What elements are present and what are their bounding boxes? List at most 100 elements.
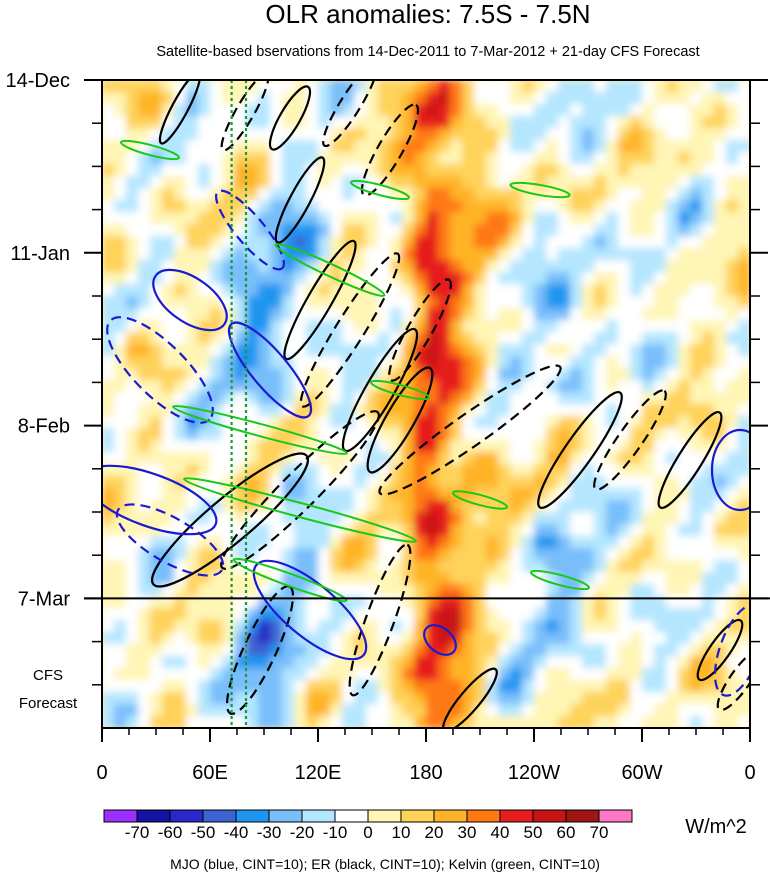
anomaly-cell: [474, 704, 487, 717]
anomaly-cell: [462, 272, 475, 285]
anomaly-cell: [306, 668, 319, 681]
anomaly-cell: [702, 632, 715, 645]
anomaly-cell: [342, 128, 355, 141]
anomaly-cell: [378, 308, 391, 321]
anomaly-cell: [702, 656, 715, 669]
anomaly-cell: [666, 308, 679, 321]
anomaly-cell: [450, 356, 463, 369]
anomaly-cell: [474, 380, 487, 393]
anomaly-cell: [414, 464, 427, 477]
anomaly-cell: [546, 512, 559, 525]
anomaly-cell: [738, 716, 750, 728]
anomaly-cell: [330, 632, 343, 645]
anomaly-cell: [462, 464, 475, 477]
anomaly-cell: [102, 92, 115, 105]
anomaly-cell: [378, 572, 391, 585]
anomaly-cell: [690, 368, 703, 381]
anomaly-cell: [498, 272, 511, 285]
anomaly-cell: [318, 116, 331, 129]
anomaly-cell: [594, 104, 607, 117]
anomaly-cell: [114, 500, 127, 513]
anomaly-cell: [558, 656, 571, 669]
anomaly-cell: [666, 116, 679, 129]
anomaly-cell: [390, 440, 403, 453]
anomaly-cell: [594, 416, 607, 429]
anomaly-cell: [198, 116, 211, 129]
anomaly-cell: [618, 512, 631, 525]
anomaly-cell: [198, 260, 211, 273]
anomaly-cell: [558, 320, 571, 333]
anomaly-cell: [486, 716, 499, 728]
anomaly-cell: [654, 188, 667, 201]
anomaly-cell: [474, 164, 487, 177]
anomaly-cell: [450, 344, 463, 357]
anomaly-cell: [630, 668, 643, 681]
anomaly-cell: [486, 296, 499, 309]
anomaly-cell: [366, 704, 379, 717]
anomaly-cell: [450, 284, 463, 297]
anomaly-cell: [510, 464, 523, 477]
anomaly-cell: [282, 668, 295, 681]
anomaly-cell: [114, 476, 127, 489]
anomaly-cell: [582, 500, 595, 513]
anomaly-cell: [462, 104, 475, 117]
anomaly-cell: [630, 512, 643, 525]
anomaly-cell: [426, 92, 439, 105]
anomaly-cell: [498, 536, 511, 549]
colorbar-label: 10: [392, 823, 411, 842]
anomaly-cell: [210, 524, 223, 537]
anomaly-cell: [246, 452, 259, 465]
anomaly-cell: [618, 356, 631, 369]
anomaly-cell: [486, 176, 499, 189]
anomaly-cell: [186, 716, 199, 728]
anomaly-cell: [738, 584, 750, 597]
anomaly-cell: [354, 464, 367, 477]
anomaly-cell: [102, 380, 115, 393]
anomaly-cell: [414, 236, 427, 249]
anomaly-cell: [474, 656, 487, 669]
anomaly-cell: [126, 296, 139, 309]
anomaly-cell: [342, 488, 355, 501]
anomaly-cell: [666, 656, 679, 669]
anomaly-cell: [330, 704, 343, 717]
anomaly-cell: [282, 656, 295, 669]
anomaly-cell: [258, 440, 271, 453]
anomaly-cell: [126, 176, 139, 189]
anomaly-cell: [522, 476, 535, 489]
anomaly-cell: [522, 344, 535, 357]
anomaly-cell: [462, 440, 475, 453]
anomaly-cell: [342, 332, 355, 345]
anomaly-cell: [282, 716, 295, 728]
anomaly-cell: [330, 536, 343, 549]
anomaly-cell: [690, 500, 703, 513]
anomaly-cell: [426, 320, 439, 333]
anomaly-cell: [414, 200, 427, 213]
anomaly-cell: [186, 332, 199, 345]
anomaly-cell: [342, 248, 355, 261]
anomaly-cell: [114, 392, 127, 405]
anomaly-cell: [522, 632, 535, 645]
anomaly-cell: [546, 584, 559, 597]
anomaly-cell: [438, 236, 451, 249]
anomaly-cell: [354, 152, 367, 165]
anomaly-cell: [174, 440, 187, 453]
anomaly-cell: [486, 692, 499, 705]
anomaly-cell: [294, 200, 307, 213]
anomaly-cell: [618, 428, 631, 441]
anomaly-cell: [486, 452, 499, 465]
anomaly-cell: [690, 572, 703, 585]
anomaly-cell: [114, 248, 127, 261]
anomaly-cell: [690, 140, 703, 153]
anomaly-cell: [678, 296, 691, 309]
anomaly-cell: [522, 308, 535, 321]
anomaly-cell: [654, 416, 667, 429]
anomaly-cell: [690, 524, 703, 537]
anomaly-cell: [330, 188, 343, 201]
anomaly-cell: [630, 80, 643, 93]
anomaly-cell: [726, 560, 739, 573]
anomaly-cell: [546, 344, 559, 357]
anomaly-cell: [546, 284, 559, 297]
anomaly-cell: [702, 128, 715, 141]
anomaly-cell: [222, 176, 235, 189]
anomaly-cell: [498, 668, 511, 681]
